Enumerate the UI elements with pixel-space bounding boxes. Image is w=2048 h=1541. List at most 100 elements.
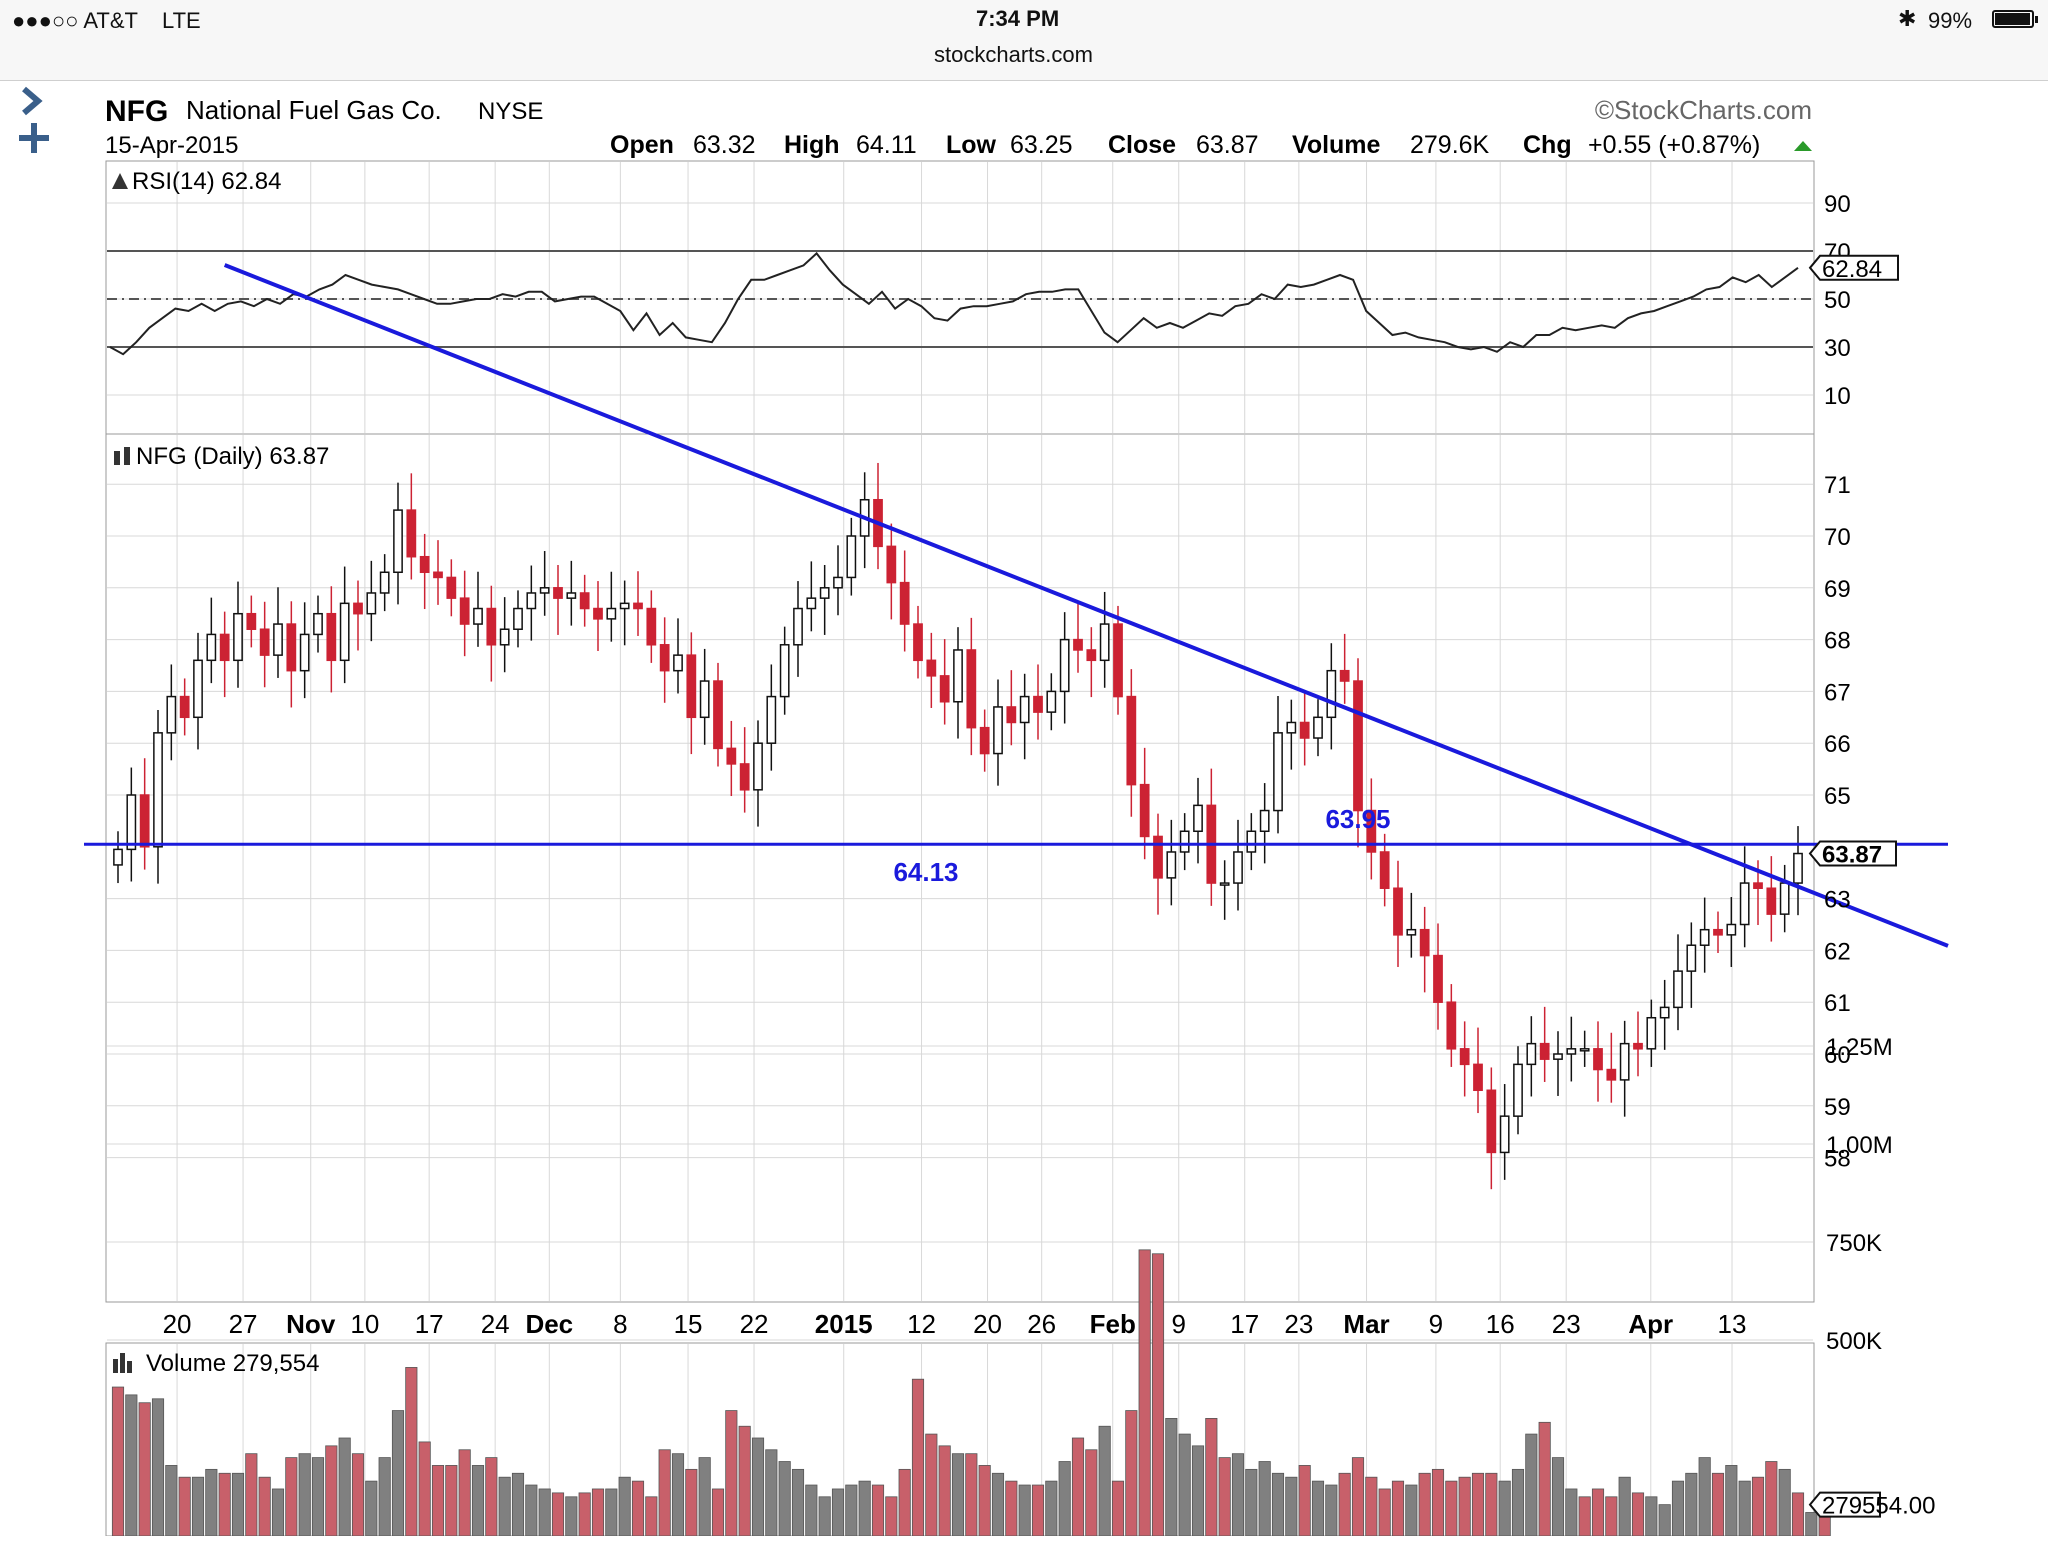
chevron-right-icon[interactable] <box>22 86 43 116</box>
x-tick-label: 8 <box>613 1309 627 1339</box>
candle-body <box>1419 928 1430 957</box>
volume-last-value-box <box>1808 1491 1881 1518</box>
chg-label: Chg <box>1523 131 1572 159</box>
candle-body <box>1739 882 1750 926</box>
volume-bar <box>631 1480 645 1537</box>
volume-bar <box>1285 1476 1298 1537</box>
volume-bar <box>325 1445 338 1537</box>
candle-body <box>699 680 710 719</box>
volume-bar <box>925 1433 938 1537</box>
candle-body <box>1259 809 1270 833</box>
price-y-tick: 58 <box>1824 1146 1851 1173</box>
volume-bar <box>698 1457 711 1537</box>
price-last-value: 63.87 <box>1822 842 1882 869</box>
candle-body <box>1366 809 1377 853</box>
volume-bar <box>1378 1488 1391 1537</box>
candle-body <box>1659 1006 1670 1019</box>
volume-bar <box>1551 1457 1565 1537</box>
clock-time: 7:34 PM <box>976 6 1060 31</box>
candle-body <box>1099 623 1110 662</box>
address-url[interactable]: stockcharts.com <box>934 42 1093 67</box>
x-tick-label: 17 <box>415 1309 444 1339</box>
volume-bar <box>765 1449 778 1537</box>
volume-bar <box>1738 1480 1751 1537</box>
candle-body <box>673 654 683 672</box>
open-label: Open <box>610 131 674 159</box>
x-tick-label: 13 <box>1718 1309 1747 1339</box>
rsi-series-line <box>109 251 1799 356</box>
x-tick-label: Nov <box>286 1309 336 1339</box>
candle-body <box>819 587 830 599</box>
rsi-y-tick: 90 <box>1824 191 1851 218</box>
candle-body <box>606 607 617 620</box>
volume-bar <box>1578 1496 1591 1537</box>
x-tick-label: 16 <box>1486 1309 1515 1339</box>
volume-bar <box>1631 1492 1645 1537</box>
candle-body <box>1753 882 1763 889</box>
x-tick-label: 20 <box>163 1309 192 1339</box>
volume-bar <box>498 1476 511 1537</box>
chart-date: 15-Apr-2015 <box>105 132 238 159</box>
volume-bar <box>618 1476 631 1537</box>
candle-body <box>1766 887 1777 915</box>
volume-bar <box>338 1437 351 1537</box>
candle-body <box>433 571 443 579</box>
volume-bar <box>1351 1457 1365 1537</box>
candle-body <box>193 659 203 719</box>
battery-icon <box>1992 10 2038 28</box>
candle-body <box>1793 852 1803 884</box>
volume-bar <box>1605 1496 1618 1537</box>
price-y-tick: 59 <box>1824 1094 1851 1121</box>
volume-bar <box>1325 1484 1338 1537</box>
volume-bar <box>845 1484 858 1537</box>
ticker-symbol: NFG <box>105 95 168 128</box>
volume-bar <box>1471 1472 1485 1537</box>
price-layer: 64.13 63.95 <box>84 263 1949 1190</box>
x-tick-label: Feb <box>1090 1309 1136 1339</box>
bluetooth-icon: ✱ <box>1898 6 1917 31</box>
volume-bar <box>1045 1480 1058 1537</box>
volume-bar <box>1271 1472 1285 1537</box>
candle-body <box>259 628 270 656</box>
x-tick-label: 2015 <box>815 1309 873 1339</box>
volume-bar <box>231 1472 245 1537</box>
rsi-title: RSI(14) 62.84 <box>132 168 281 195</box>
candle-body <box>659 644 670 672</box>
candle-body <box>779 644 790 698</box>
volume-bar <box>578 1492 591 1537</box>
candle-body <box>686 654 697 719</box>
volume-bar <box>311 1457 325 1537</box>
candle-body <box>353 602 363 615</box>
volume-y-tick: 1.00M <box>1826 1132 1893 1159</box>
volume-bar <box>1071 1437 1085 1537</box>
candle-body <box>1379 851 1390 889</box>
candle-body <box>299 633 310 672</box>
volume-bar <box>1618 1476 1631 1537</box>
volume-bar <box>951 1453 965 1537</box>
volume-bar <box>551 1492 565 1537</box>
candle-body <box>1166 851 1177 879</box>
plus-icon[interactable] <box>19 123 49 153</box>
volume-bar <box>298 1453 311 1537</box>
volume-bar <box>1178 1433 1191 1537</box>
candle-body <box>1686 944 1697 972</box>
volume-bar <box>738 1425 751 1537</box>
candle-body <box>339 602 350 662</box>
volume-bar <box>1805 1512 1818 1537</box>
close-label: Close <box>1108 131 1176 159</box>
chart-area: NFG National Fuel Gas Co. NYSE 15-Apr-20… <box>0 81 2048 1537</box>
x-tick-label: 24 <box>481 1309 510 1339</box>
volume-bar <box>525 1484 538 1537</box>
volume-bar <box>1778 1468 1791 1537</box>
volume-bar <box>1111 1480 1125 1537</box>
candle-body <box>1326 669 1337 719</box>
volume-bar <box>978 1465 991 1537</box>
high-value: 64.11 <box>856 131 917 159</box>
candle-body <box>1713 928 1723 936</box>
candle-body <box>579 592 590 610</box>
price-y-tick: 71 <box>1824 472 1851 499</box>
x-tick-label: 22 <box>740 1309 769 1339</box>
candle-body <box>1179 830 1190 853</box>
support-annotation-2: 63.95 <box>1325 804 1390 834</box>
stock-chart: NFG National Fuel Gas Co. NYSE 15-Apr-20… <box>19 86 1949 1537</box>
